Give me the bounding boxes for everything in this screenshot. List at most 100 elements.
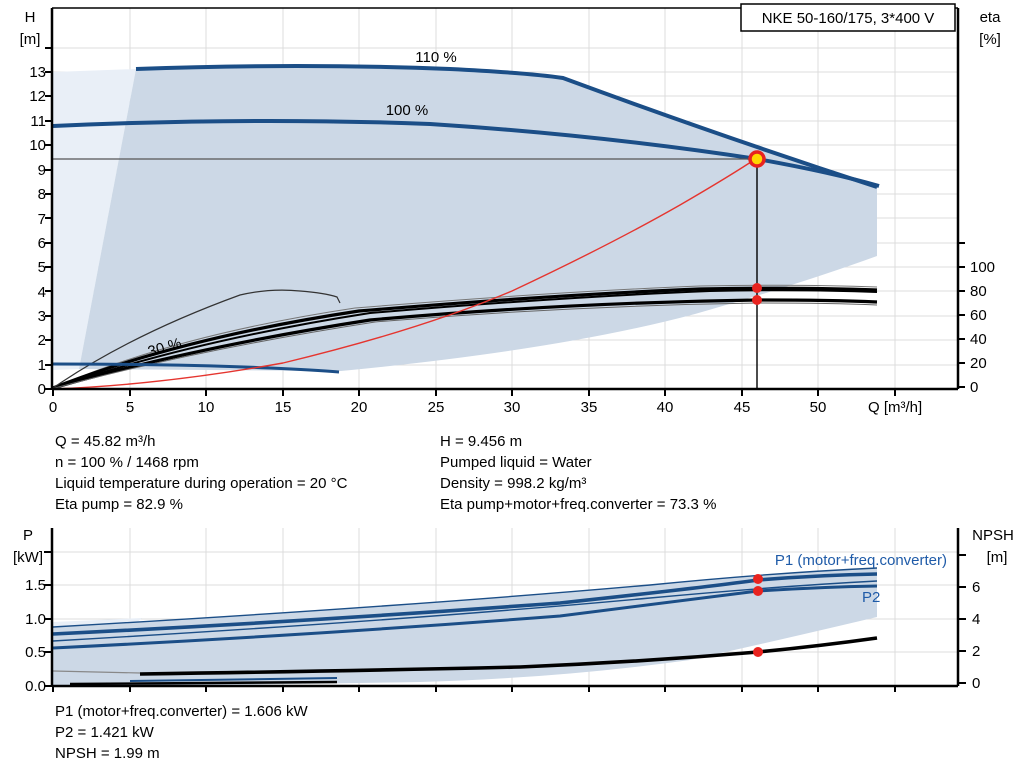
result-line: NPSH = 1.99 m (55, 745, 160, 762)
svg-text:2: 2 (38, 332, 46, 349)
eta-30pct-curve (52, 289, 341, 389)
pump-title: NKE 50-160/175, 3*400 V (762, 10, 935, 27)
p-axis-unit: [kW] (13, 549, 43, 566)
op-line: Q = 45.82 m³/h (55, 433, 156, 450)
svg-text:4: 4 (972, 611, 980, 628)
svg-text:20: 20 (351, 399, 368, 416)
result-line: P2 = 1.421 kW (55, 724, 154, 741)
eta-total-curve-thin (54, 302, 878, 389)
q-axis-title: Q [m³/h] (868, 399, 922, 416)
eta-pump-curve-2 (54, 289, 878, 389)
svg-text:40: 40 (970, 331, 987, 348)
svg-text:0.5: 0.5 (25, 644, 46, 661)
result-line: P1 (motor+freq.converter) = 1.606 kW (55, 703, 308, 720)
svg-text:2: 2 (972, 643, 980, 660)
power-npsh-chart: P [kW] NPSH [m] 1.5 1.0 0.5 0.0 6 4 2 0 … (13, 527, 1014, 695)
npsh-30pct-curve (69, 680, 338, 686)
svg-text:100: 100 (970, 259, 995, 276)
p2-curve (52, 584, 878, 650)
eta-total-curve (52, 298, 878, 390)
svg-text:5: 5 (38, 259, 46, 276)
eta-tick-labels: 100 80 60 40 20 0 (970, 259, 995, 396)
op-data-left: Q = 45.82 m³/h n = 100 % / 1468 rpm Liqu… (55, 431, 347, 515)
npsh-point (753, 647, 763, 657)
op-line: Eta pump = 82.9 % (55, 496, 183, 513)
svg-text:5: 5 (126, 399, 134, 416)
svg-text:13: 13 (29, 64, 46, 81)
svg-text:40: 40 (657, 399, 674, 416)
svg-text:0: 0 (49, 399, 57, 416)
envelope-main-region (79, 66, 877, 371)
svg-text:60: 60 (970, 307, 987, 324)
npsh-axis-unit: [m] (987, 549, 1008, 566)
p-envelope-main-region (53, 568, 877, 686)
svg-text:35: 35 (581, 399, 598, 416)
pump-title-box (740, 3, 956, 32)
eta-pump-curve-thin (52, 284, 878, 389)
duty-point-marker[interactable] (748, 150, 766, 168)
op-line: Liquid temperature during operation = 20… (55, 475, 348, 492)
qh-chart: NKE 50-160/175, 3*400 V H [m] eta [%] Q … (20, 3, 1002, 416)
p-mid-line (52, 580, 878, 642)
eta-axis-title: eta (980, 9, 1002, 26)
op-line: H = 9.456 m (440, 433, 523, 450)
svg-text:25: 25 (428, 399, 445, 416)
svg-text:20: 20 (970, 355, 987, 372)
p1-curve-label: P1 (motor+freq.converter) (775, 552, 947, 569)
svg-text:0: 0 (38, 381, 46, 398)
npsh-curve (139, 636, 878, 676)
op-line: n = 100 % / 1468 rpm (55, 454, 199, 471)
svg-text:0.0: 0.0 (25, 678, 46, 695)
h-axis-unit: [m] (20, 31, 41, 48)
p-30pct-curve (129, 677, 338, 682)
label-110pct: 110 % (415, 49, 456, 66)
svg-text:0: 0 (972, 675, 980, 692)
op-data-right: H = 9.456 m Pumped liquid = Water Densit… (440, 431, 716, 515)
svg-text:45: 45 (734, 399, 751, 416)
p2-point (753, 586, 763, 596)
system-curve (52, 157, 758, 390)
svg-text:9: 9 (38, 162, 46, 179)
eta-pump-point (752, 283, 762, 293)
h-tick-labels: 13 12 11 10 9 8 7 6 5 4 3 2 1 0 (29, 64, 46, 398)
svg-text:4: 4 (38, 284, 46, 301)
npsh-tick-labels: 6 4 2 0 (972, 579, 980, 692)
svg-text:1: 1 (38, 357, 46, 374)
svg-text:1.0: 1.0 (25, 611, 46, 628)
svg-text:80: 80 (970, 283, 987, 300)
envelope-light-region (53, 69, 136, 370)
speed-curve-30 (52, 362, 340, 374)
eta-total-point (752, 295, 762, 305)
npsh-axis-title: NPSH (972, 527, 1014, 544)
svg-text:11: 11 (30, 113, 46, 130)
svg-text:12: 12 (29, 88, 46, 105)
result-data: P1 (motor+freq.converter) = 1.606 kW P2 … (55, 701, 308, 764)
q-tick-labels: 0 5 10 15 20 25 30 35 40 45 50 (49, 399, 827, 416)
svg-text:30: 30 (504, 399, 521, 416)
speed-curve-100 (52, 118, 880, 188)
svg-text:7: 7 (38, 211, 46, 228)
op-line: Eta pump+motor+freq.converter = 73.3 % (440, 496, 717, 513)
svg-text:6: 6 (38, 235, 46, 252)
p-tick-labels: 1.5 1.0 0.5 0.0 (25, 577, 46, 695)
speed-curve-110 (135, 64, 878, 189)
pn-axes (44, 528, 966, 692)
label-100pct: 100 % (386, 102, 429, 119)
npsh-start-line (52, 670, 141, 674)
svg-text:1.5: 1.5 (25, 577, 46, 594)
p-envelope-top-line (52, 567, 878, 628)
p2-curve-label: P2 (862, 589, 880, 606)
svg-text:10: 10 (29, 137, 46, 154)
op-line: Density = 998.2 kg/m³ (440, 475, 587, 492)
svg-text:3: 3 (38, 308, 46, 325)
svg-text:10: 10 (198, 399, 215, 416)
svg-text:15: 15 (275, 399, 292, 416)
eta-pump-curve (52, 286, 878, 390)
p1-curve (52, 572, 878, 636)
p1-point (753, 574, 763, 584)
p-axis-title: P (23, 527, 33, 544)
svg-text:8: 8 (38, 186, 46, 203)
svg-text:0: 0 (970, 379, 978, 396)
svg-text:50: 50 (810, 399, 827, 416)
